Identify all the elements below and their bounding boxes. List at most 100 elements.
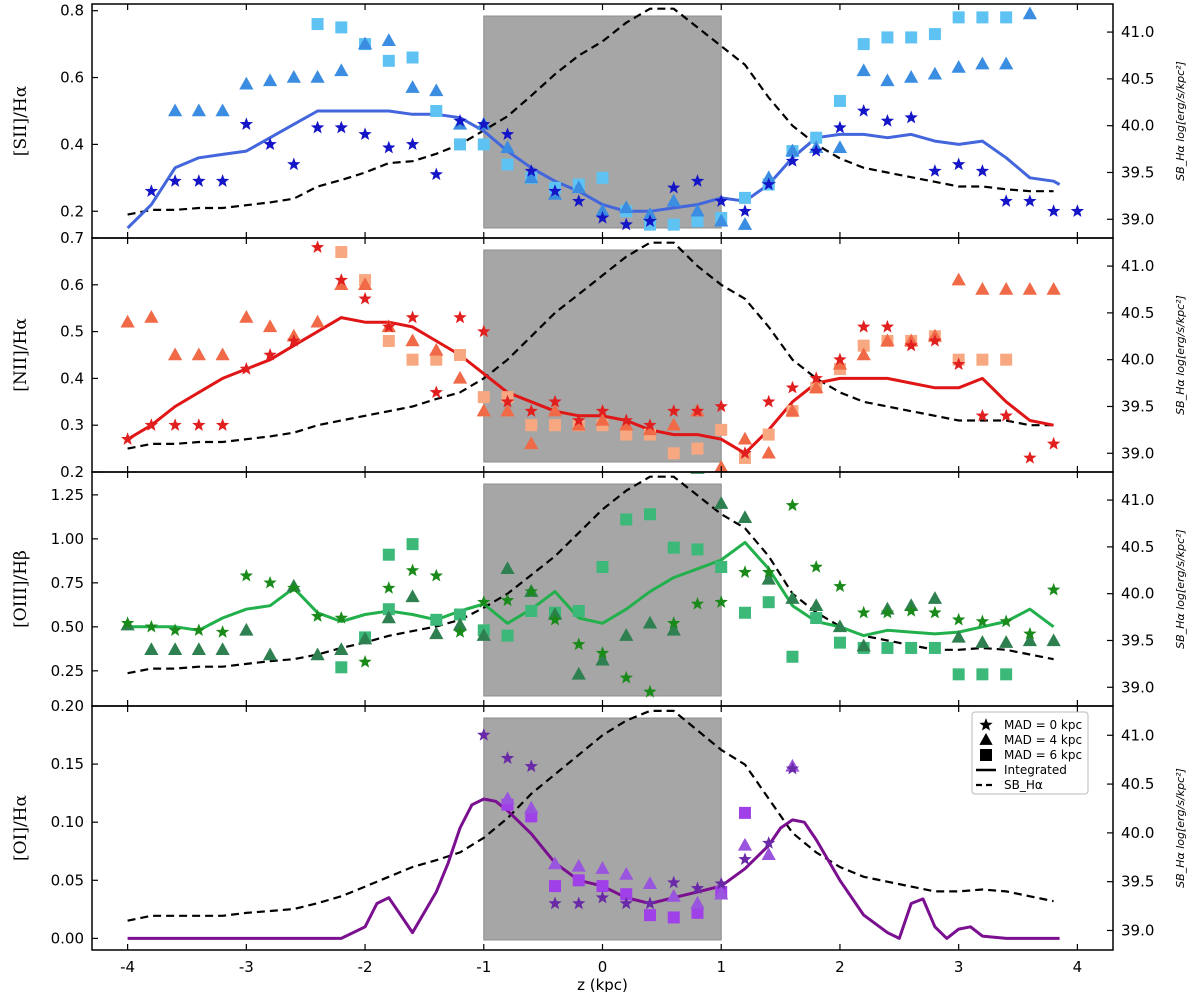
star-point <box>833 579 847 593</box>
square-point <box>691 215 704 228</box>
triangle-point <box>690 896 705 909</box>
square-point <box>691 906 704 919</box>
right-tick-label: 41.0 <box>1121 726 1154 744</box>
star-point <box>833 120 847 134</box>
x-tick-label: 0 <box>598 958 608 976</box>
star-point <box>120 432 135 445</box>
triangle-point <box>642 615 658 629</box>
triangle-point <box>1022 6 1038 20</box>
square-point <box>501 158 514 171</box>
star-point <box>382 140 396 154</box>
star-point <box>405 310 420 324</box>
triangle-point <box>619 866 634 880</box>
square-point <box>1000 11 1013 24</box>
star-point <box>572 194 586 207</box>
triangle-point <box>880 73 895 87</box>
star-point <box>192 418 206 431</box>
star-point <box>215 625 230 638</box>
star-point <box>690 174 705 187</box>
triangle-point <box>809 598 824 611</box>
star-point <box>928 164 942 177</box>
star-point <box>405 563 420 577</box>
square-point <box>430 353 443 366</box>
legend-star-icon <box>979 718 993 731</box>
y-tick-label: 1.00 <box>51 530 84 548</box>
star-point <box>1023 194 1037 207</box>
triangle-point <box>856 63 871 77</box>
square-point <box>810 612 823 625</box>
y-axis-label: [OIII]/Hβ <box>11 550 31 628</box>
integrated-line <box>127 797 1060 940</box>
triangle-point <box>500 140 515 153</box>
star-point <box>857 319 871 333</box>
star-point <box>1046 582 1061 596</box>
star-point <box>690 404 705 417</box>
x-tick-label: -2 <box>358 958 373 976</box>
y-tick-label: 0.6 <box>60 276 84 294</box>
triangle-point <box>262 319 278 333</box>
triangle-point <box>1046 281 1061 295</box>
triangle-point <box>334 63 349 77</box>
star-point <box>595 646 610 659</box>
right-tick-label: 40.0 <box>1121 585 1154 603</box>
star-point <box>405 137 420 151</box>
star-point <box>738 565 752 578</box>
right-tick-label: 39.5 <box>1121 873 1154 891</box>
square-point <box>952 668 965 681</box>
star-point <box>762 836 776 849</box>
y-tick-label: 0.75 <box>51 574 84 592</box>
triangle-point <box>832 619 848 633</box>
x-tick-label: -3 <box>239 958 254 976</box>
star-point <box>999 614 1013 628</box>
square-point <box>691 543 704 556</box>
square-point <box>1000 353 1013 366</box>
star-point <box>643 418 657 431</box>
triangle-point <box>714 886 729 900</box>
y-tick-label: 0.4 <box>60 369 84 387</box>
triangle-point <box>785 591 800 604</box>
triangle-point <box>951 629 966 643</box>
star-point <box>785 380 800 394</box>
triangle-point <box>452 617 468 631</box>
square-point <box>976 668 989 681</box>
y-axis-label: [OI]/Hα <box>11 795 31 861</box>
square-point <box>762 596 775 609</box>
square-point <box>620 888 633 901</box>
sb-halpha-line <box>127 7 1054 216</box>
square-point <box>596 171 609 184</box>
triangle-point <box>357 36 373 50</box>
triangle-point <box>761 571 776 585</box>
right-tick-label: 41.0 <box>1121 23 1154 41</box>
star-point <box>928 333 942 347</box>
star-point <box>1023 450 1037 464</box>
star-point <box>904 338 918 352</box>
star-point <box>904 110 918 124</box>
square-point <box>549 880 562 893</box>
square-point <box>976 11 989 24</box>
triangle-point <box>737 431 753 445</box>
y-axis-label: [NII]/Hα <box>11 318 31 392</box>
star-point <box>358 127 372 141</box>
triangle-point <box>262 647 278 661</box>
square-point <box>786 650 799 663</box>
triangle-point <box>167 642 183 655</box>
star-point <box>999 408 1013 422</box>
triangle-point <box>927 66 943 80</box>
x-tick-label: -1 <box>476 958 491 976</box>
triangle-point <box>381 610 396 624</box>
star-point <box>619 670 633 684</box>
square-point <box>715 561 728 574</box>
triangle-point <box>975 56 990 70</box>
star-point <box>192 174 206 187</box>
triangle-point <box>357 631 373 645</box>
right-axis-label: SB_Hα log[erg/s/kpc²] <box>1174 529 1187 649</box>
star-point <box>738 446 752 459</box>
square-point <box>477 138 490 151</box>
star-point <box>952 612 966 626</box>
triangle-point <box>191 103 206 117</box>
star-point <box>477 117 491 131</box>
square-point <box>525 419 538 432</box>
star-point <box>548 184 562 197</box>
right-axis-label: SB_Hα log[erg/s/kpc²] <box>1174 768 1187 888</box>
star-point <box>120 616 135 629</box>
